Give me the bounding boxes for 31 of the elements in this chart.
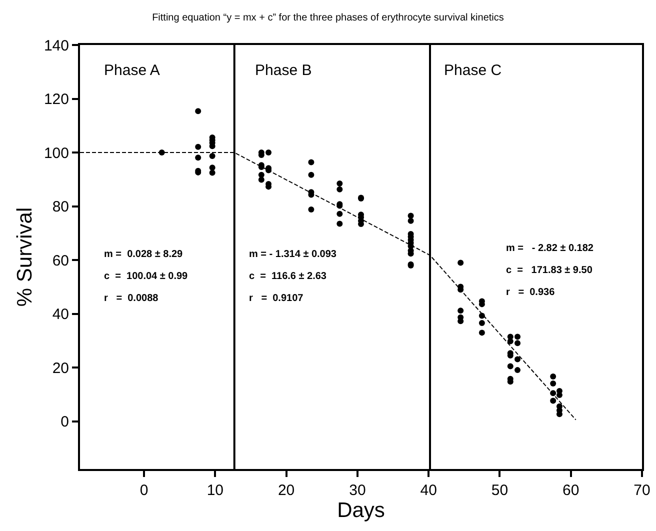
x-tick-label: 20 <box>278 482 295 499</box>
y-tick-label: 100 <box>44 144 69 162</box>
annotation: r = 0.0088 <box>104 293 159 304</box>
y-tick-label: 120 <box>44 91 69 108</box>
x-tick-label: 30 <box>349 482 366 499</box>
annotation: Phase C <box>444 62 502 79</box>
annotation: r = 0.936 <box>506 287 556 298</box>
x-tick-label: 0 <box>140 482 148 499</box>
annotation: m = - 1.314 ± 0.093 <box>249 249 337 260</box>
chart-title: Fitting equation “y = mx + c” for the three phases of erythrocyte survival kinetics <box>152 12 504 24</box>
annotation: Phase B <box>255 62 312 79</box>
y-tick-label: 80 <box>52 198 69 216</box>
annotation: m = - 2.82 ± 0.182 <box>506 243 594 254</box>
x-tick-label: 50 <box>491 482 508 499</box>
x-tick-label: 60 <box>562 482 580 499</box>
y-tick-label: 0 <box>60 414 69 431</box>
y-tick-label: 20 <box>52 360 69 377</box>
y-tick-label: 40 <box>52 306 69 324</box>
y-tick-label: 140 <box>44 37 69 54</box>
annotation: m = 0.028 ± 8.29 <box>104 249 184 260</box>
annotation: c = 100.04 ± 0.99 <box>104 271 188 282</box>
x-tick-label: 10 <box>206 482 224 499</box>
x-tick-label: 40 <box>420 482 437 499</box>
annotation: c = 116.6 ± 2.63 <box>249 271 327 282</box>
annotation: c = 171.83 ± 9.50 <box>506 265 593 276</box>
x-axis-title: Days <box>337 499 385 522</box>
x-tick-label: 70 <box>634 482 650 499</box>
y-tick-label: 60 <box>52 252 69 270</box>
annotation: Phase A <box>104 62 160 79</box>
annotation: r = 0.9107 <box>249 293 304 304</box>
y-axis-title: % Survival <box>14 207 37 307</box>
